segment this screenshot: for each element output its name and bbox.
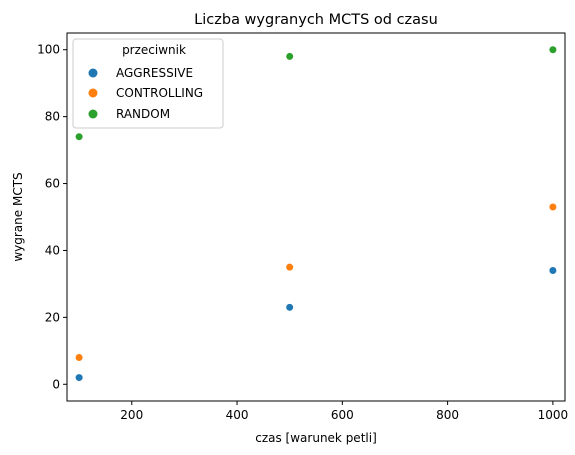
- y-tick-label: 0: [52, 377, 60, 391]
- x-tick-label: 400: [226, 408, 249, 422]
- y-tick-label: 60: [45, 177, 60, 191]
- x-tick-label: 600: [331, 408, 354, 422]
- data-point-controlling: [549, 203, 557, 211]
- legend-marker-aggressive: [88, 68, 98, 78]
- legend-title: przeciwnik: [122, 43, 186, 57]
- data-point-aggressive: [286, 303, 294, 311]
- legend: przeciwnik AGGRESSIVE CONTROLLING RANDOM: [72, 38, 224, 129]
- data-points: [75, 46, 557, 382]
- data-point-random: [549, 46, 557, 54]
- x-axis-label: czas [warunek petli]: [255, 431, 377, 445]
- y-axis-label: wygrane MCTS: [11, 172, 25, 261]
- x-tick-label: 200: [120, 408, 143, 422]
- legend-label-aggressive: AGGRESSIVE: [116, 66, 193, 80]
- data-point-random: [286, 52, 294, 60]
- x-tick-label: 1000: [538, 408, 569, 422]
- y-tick-label: 100: [37, 43, 60, 57]
- data-point-controlling: [286, 263, 294, 271]
- data-point-random: [75, 133, 83, 141]
- y-tick-label: 80: [45, 110, 60, 124]
- chart-title: Liczba wygranych MCTS od czasu: [194, 12, 438, 28]
- legend-label-controlling: CONTROLLING: [116, 86, 203, 100]
- x-axis: 200 400 600 800 1000: [120, 401, 568, 422]
- legend-label-random: RANDOM: [116, 107, 170, 121]
- legend-box: [72, 38, 224, 129]
- y-tick-label: 40: [45, 243, 60, 257]
- data-point-controlling: [75, 354, 83, 362]
- y-axis: 0 20 40 60 80 100: [37, 43, 67, 391]
- data-point-aggressive: [75, 374, 83, 382]
- legend-marker-controlling: [88, 88, 98, 98]
- x-tick-label: 800: [436, 408, 459, 422]
- y-tick-label: 20: [45, 310, 60, 324]
- data-point-aggressive: [549, 267, 557, 275]
- legend-marker-random: [88, 109, 98, 119]
